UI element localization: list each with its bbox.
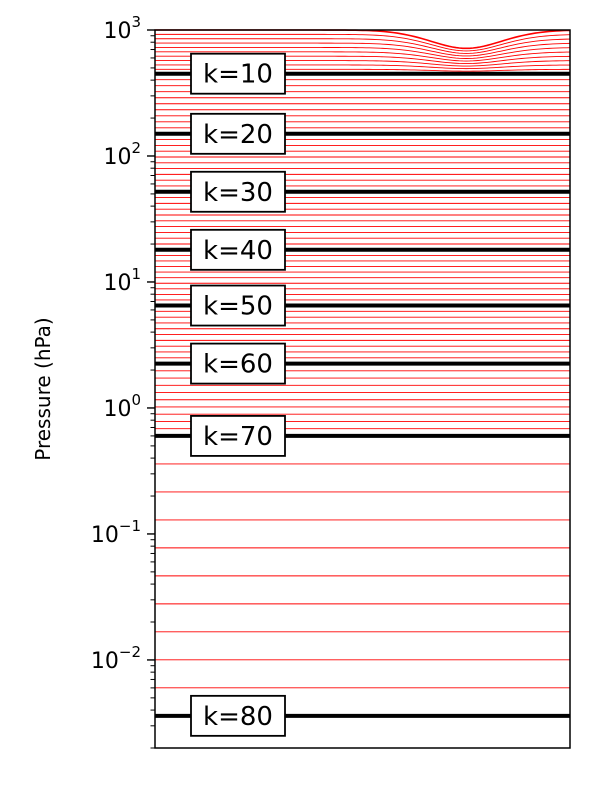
y-tick-label-exponent: −2 — [119, 643, 141, 661]
y-tick-label-base: 10 — [103, 145, 131, 170]
level-label-k70: k=70 — [203, 422, 273, 452]
level-label-k60: k=60 — [203, 350, 273, 380]
y-tick-label-base: 10 — [91, 523, 119, 548]
level-label-k80: k=80 — [203, 702, 273, 732]
y-tick-label-base: 10 — [103, 271, 131, 296]
y-tick-label-exponent: 3 — [131, 13, 141, 31]
y-tick-label-base: 10 — [91, 649, 119, 674]
y-tick-label-exponent: 1 — [131, 265, 141, 283]
y-tick-label-exponent: 0 — [131, 391, 141, 409]
y-tick-label-base: 10 — [103, 397, 131, 422]
level-label-k30: k=30 — [203, 178, 273, 208]
level-label-k10: k=10 — [203, 60, 273, 90]
y-tick-label-exponent: −1 — [119, 517, 141, 535]
level-label-k20: k=20 — [203, 120, 273, 150]
y-tick-label-base: 10 — [103, 19, 131, 44]
level-label-k40: k=40 — [203, 236, 273, 266]
level-label-k50: k=50 — [203, 292, 273, 322]
y-axis-label: Pressure (hPa) — [31, 317, 55, 460]
y-tick-label-exponent: 2 — [131, 139, 141, 157]
